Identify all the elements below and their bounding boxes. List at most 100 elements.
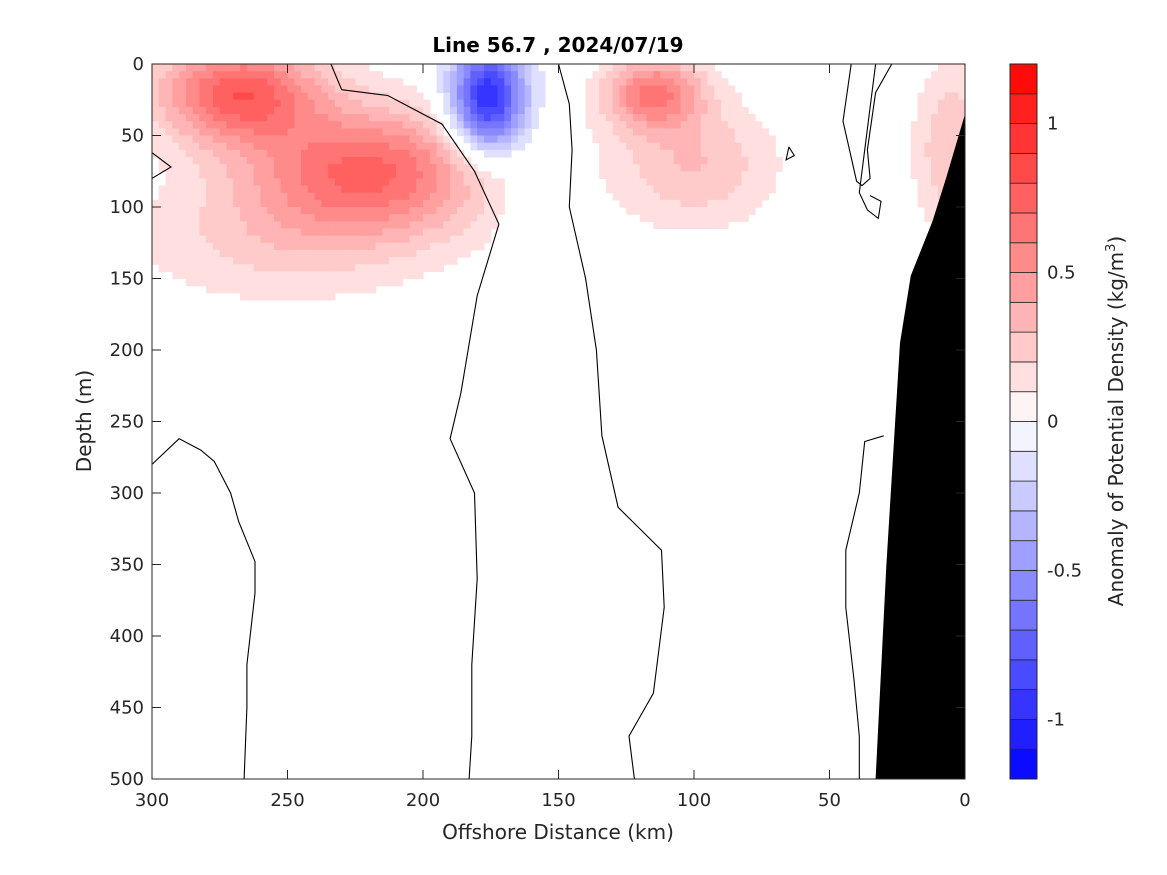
field-cell: [517, 99, 526, 108]
field-cell: [429, 156, 438, 165]
field-cell: [931, 114, 939, 122]
field-cell: [436, 164, 444, 172]
field-cell: [165, 264, 173, 272]
field-cell: [456, 221, 465, 230]
field-cell: [409, 85, 417, 94]
field-cell: [592, 106, 600, 115]
field-cell: [314, 99, 322, 108]
y-tick-label: 300: [110, 483, 144, 504]
field-cell: [924, 185, 932, 194]
field-cell: [653, 199, 661, 208]
field-cell: [477, 178, 485, 187]
field-cell: [423, 99, 431, 108]
field-cell: [307, 135, 316, 144]
field-cell: [734, 128, 743, 137]
field-cell: [179, 271, 187, 280]
colorbar-level: [1009, 331, 1038, 363]
field-cell: [212, 199, 221, 208]
field-cell: [389, 221, 397, 230]
field-cell: [389, 278, 397, 287]
field-cell: [463, 64, 472, 72]
field-cell: [917, 142, 925, 151]
field-cell: [450, 156, 458, 165]
field-cell: [680, 121, 688, 129]
field-cell: [707, 128, 715, 137]
field-cell: [585, 114, 593, 122]
field-cell: [321, 271, 329, 280]
field-cell: [273, 292, 282, 301]
field-cell: [233, 142, 241, 151]
field-cell: [497, 121, 505, 129]
anomaly-field: [152, 64, 965, 301]
field-cell: [165, 257, 173, 265]
field-cell: [653, 192, 661, 201]
field-cell: [633, 135, 641, 144]
field-cell: [287, 199, 295, 208]
field-cell: [937, 128, 946, 137]
field-cell: [287, 106, 295, 115]
field-cell: [287, 64, 295, 72]
field-cell: [592, 78, 600, 87]
colorbar-level: [1009, 361, 1038, 393]
field-cell: [192, 106, 201, 115]
field-cell: [185, 242, 194, 251]
field-cell: [240, 156, 248, 165]
field-cell: [619, 114, 627, 122]
field-cell: [700, 114, 709, 122]
field-cell: [937, 142, 946, 151]
field-cell: [504, 135, 512, 144]
field-cell: [233, 228, 241, 237]
field-cell: [219, 185, 228, 194]
field-cell: [443, 71, 451, 79]
colorbar: -1-0.500.51: [1009, 63, 1082, 780]
field-cell: [382, 92, 390, 101]
field-cell: [416, 128, 424, 137]
field-cell: [456, 242, 465, 251]
field-cell: [389, 156, 397, 165]
field-cell: [660, 114, 668, 122]
field-cell: [931, 135, 939, 144]
field-cell: [673, 106, 682, 115]
field-cell: [619, 78, 627, 87]
field-cell: [267, 164, 275, 172]
field-cell: [165, 85, 173, 94]
colorbar-level: [1009, 272, 1038, 303]
field-cell: [212, 64, 221, 72]
field-cell: [477, 228, 485, 237]
field-cell: [253, 207, 262, 215]
field-cell: [483, 192, 492, 201]
field-cell: [456, 214, 465, 222]
field-cell: [633, 92, 641, 101]
field-cell: [619, 64, 627, 72]
field-cell: [368, 171, 377, 179]
field-cell: [707, 92, 715, 101]
field-cell: [375, 121, 383, 129]
field-cell: [328, 85, 336, 94]
field-cell: [152, 214, 160, 222]
field-cell: [172, 199, 180, 208]
field-cell: [212, 264, 221, 272]
field-cell: [612, 142, 621, 151]
field-cell: [470, 178, 478, 187]
field-cell: [931, 192, 939, 201]
field-cell: [517, 92, 526, 101]
field-cell: [185, 192, 194, 201]
field-cell: [958, 85, 965, 94]
field-cell: [233, 149, 241, 158]
field-cell: [199, 207, 207, 215]
field-cell: [646, 185, 654, 194]
field-cell: [910, 135, 919, 144]
field-cell: [531, 106, 539, 115]
field-cell: [436, 71, 444, 79]
field-cell: [924, 149, 932, 158]
field-cell: [612, 156, 621, 165]
field-cell: [273, 128, 282, 137]
field-cell: [511, 71, 519, 79]
field-cell: [321, 207, 329, 215]
field-cell: [212, 285, 221, 294]
field-cell: [599, 64, 607, 72]
field-cell: [341, 257, 350, 265]
field-cell: [355, 178, 363, 187]
field-cell: [341, 178, 350, 187]
field-cell: [463, 135, 472, 144]
